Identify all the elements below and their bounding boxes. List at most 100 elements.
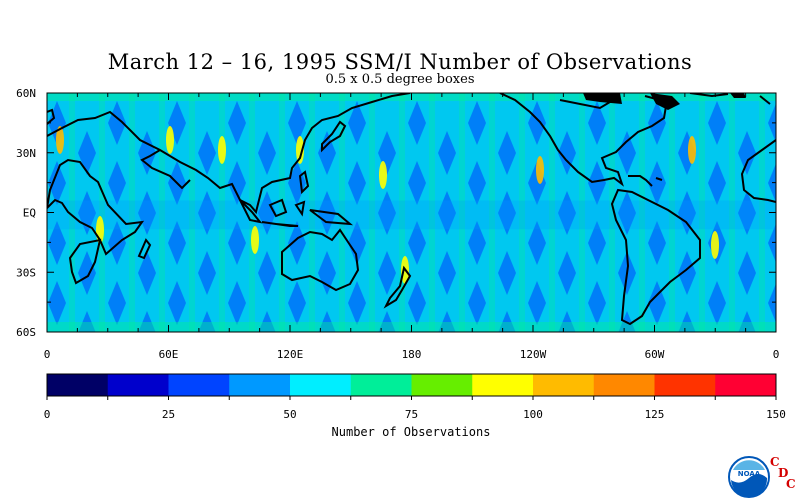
low-count-cell <box>0 281 6 325</box>
mid-count-band <box>69 93 75 332</box>
low-count-cell <box>438 191 456 235</box>
colorbar-segment <box>107 374 169 396</box>
mid-count-band <box>579 93 585 332</box>
low-count-cell <box>0 221 6 265</box>
low-count-cell <box>528 281 546 325</box>
mid-count-band <box>429 93 435 332</box>
low-count-cell <box>288 101 306 145</box>
low-count-cell <box>468 101 486 145</box>
high-count-cell <box>251 226 259 254</box>
low-count-cell <box>648 221 666 265</box>
low-count-cell <box>498 251 516 295</box>
longitude-labels: 0 60E 120E 180 120W 60W 0 <box>44 348 780 361</box>
mid-count-band <box>189 93 195 332</box>
low-count-cell <box>78 251 96 295</box>
mid-count-band <box>39 93 45 332</box>
colorbar-segment <box>533 374 595 396</box>
mid-count-band <box>759 93 765 332</box>
low-count-cell <box>108 101 126 145</box>
low-count-cell <box>348 101 366 145</box>
low-count-cell <box>348 281 366 325</box>
low-count-cell <box>48 221 66 265</box>
low-count-cell <box>588 281 606 325</box>
high-count-cell <box>536 156 544 184</box>
low-count-cell <box>168 221 186 265</box>
observation-field <box>0 93 795 332</box>
coast-eurasia <box>47 93 411 215</box>
arctic-land <box>730 93 746 98</box>
low-count-cell <box>198 251 216 295</box>
coast-africa <box>47 158 145 285</box>
low-count-cell <box>228 101 246 145</box>
low-count-cell <box>588 101 606 145</box>
low-count-cell <box>738 131 756 175</box>
coast-indonesia <box>239 170 354 227</box>
low-count-cell <box>258 251 276 295</box>
low-count-cell <box>198 191 216 235</box>
latitude-labels: 60N 30N EQ 30S 60S <box>16 87 36 339</box>
low-count-cell <box>318 311 336 332</box>
mid-count-band <box>729 93 735 332</box>
colorbar-segment <box>593 374 655 396</box>
low-count-cell <box>198 131 216 175</box>
mid-count-band <box>639 93 645 332</box>
low-count-cell <box>0 161 6 205</box>
colorbar <box>46 373 777 400</box>
lon-label: 0 <box>44 348 51 361</box>
lon-label: 120W <box>520 348 547 361</box>
mid-count-band <box>519 93 525 332</box>
cdc-letter-2: D <box>778 466 789 480</box>
low-count-cell <box>408 221 426 265</box>
low-count-cell <box>138 251 156 295</box>
mid-count-band <box>789 93 795 332</box>
low-count-cell <box>108 161 126 205</box>
low-count-cell <box>618 131 636 175</box>
colorbar-tick-label: 75 <box>405 408 418 421</box>
high-count-cell <box>688 136 696 164</box>
low-count-cell <box>438 131 456 175</box>
colorbar-tick-label: 100 <box>523 408 543 421</box>
low-count-cell <box>138 191 156 235</box>
colorbar-segment <box>290 374 352 396</box>
low-count-cell <box>288 221 306 265</box>
low-count-cell <box>258 131 276 175</box>
colorbar-segment <box>168 374 230 396</box>
low-count-cell <box>558 131 576 175</box>
low-count-cell <box>108 221 126 265</box>
low-count-cell <box>438 311 456 332</box>
equatorial-band <box>47 200 776 230</box>
colorbar-segment <box>472 374 534 396</box>
low-count-cell <box>288 281 306 325</box>
colorbar-segment <box>715 374 777 396</box>
mid-count-band <box>399 93 405 332</box>
coast-japan <box>321 120 347 153</box>
low-count-cell <box>468 281 486 325</box>
low-count-cell <box>48 281 66 325</box>
low-count-cell <box>498 311 516 332</box>
low-count-cell <box>738 191 756 235</box>
low-count-cell <box>138 311 156 332</box>
coast-madagascar <box>137 238 152 260</box>
coast-caribbean <box>628 175 663 187</box>
chart-subtitle: 0.5 x 0.5 degree boxes <box>325 72 475 87</box>
mid-count-band <box>9 93 15 332</box>
low-count-cell <box>708 161 726 205</box>
high-count-cell <box>56 126 64 154</box>
low-count-cell <box>0 101 6 145</box>
noaa-logo-text: NOAA <box>738 470 761 478</box>
low-count-cell <box>468 221 486 265</box>
low-count-cell <box>258 311 276 332</box>
noaa-logo: NOAA <box>728 456 770 498</box>
low-count-cell <box>708 101 726 145</box>
mid-count-band <box>369 93 375 332</box>
lat-label: 60S <box>16 326 36 339</box>
colorbar-tick-label: 125 <box>645 408 665 421</box>
chart-title: March 12 – 16, 1995 SSM/I Number of Obse… <box>107 50 693 74</box>
mid-count-band <box>699 93 705 332</box>
low-count-cell <box>288 161 306 205</box>
low-count-cell <box>558 251 576 295</box>
lon-label: 60E <box>159 348 179 361</box>
mid-count-band <box>459 93 465 332</box>
low-count-cell <box>318 251 336 295</box>
